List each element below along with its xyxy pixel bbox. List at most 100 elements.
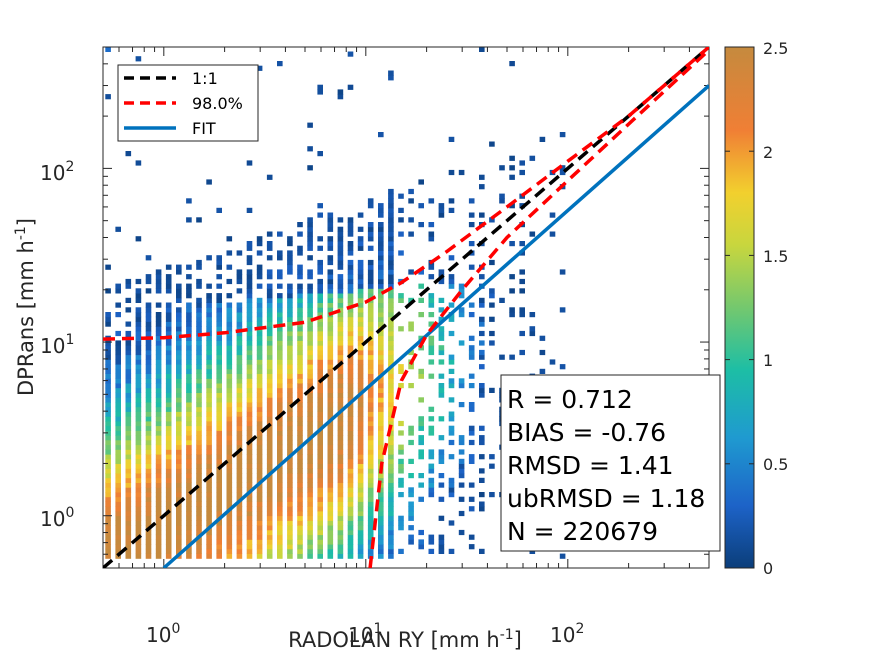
heatmap-cell [145,458,152,464]
heatmap-cell [378,312,384,318]
heatmap-cell [367,529,374,536]
heatmap-cell [347,321,354,327]
heatmap-cell [317,487,323,493]
heatmap-cell [256,321,263,327]
heatmap-cell [327,316,334,322]
heatmap-cell [307,482,313,488]
heatmap-cell [165,368,172,374]
heatmap-cell [479,212,485,218]
heatmap-cell [378,222,384,228]
heatmap-cell [206,416,212,422]
heatmap-cell [307,236,313,242]
heatmap-cell [256,420,263,427]
heatmap-cell [287,316,293,322]
heatmap-cell [398,444,404,450]
heatmap-cell [125,359,132,365]
heatmap-cell [256,439,263,446]
heatmap-cell [347,468,354,474]
heatmap-cell [196,264,202,270]
heatmap-cell [287,435,293,441]
heatmap-cell [327,335,334,341]
heatmap-cell [347,463,354,469]
heatmap-cell [297,406,303,412]
heatmap-cell [105,288,111,294]
heatmap-cell [408,510,414,517]
heatmap-cell [367,406,374,412]
heatmap-cell [428,264,435,270]
heatmap-cell [287,411,293,417]
heatmap-cell [317,368,323,374]
heatmap-cell [186,307,192,313]
heatmap-cell [337,274,344,280]
heatmap-cell [297,283,303,289]
heatmap-cell [125,515,132,521]
heatmap-cell [206,548,212,554]
heatmap-cell [135,397,142,403]
heatmap-cell [176,307,182,313]
heatmap-cell [357,278,364,285]
heatmap-cell [176,321,182,327]
heatmap-cell [246,255,253,261]
heatmap-cell [135,160,142,166]
heatmap-cell [559,169,566,176]
heatmap-cell [327,349,334,356]
heatmap-cell [468,302,475,308]
heatmap-cell [378,212,384,218]
heatmap-cell [145,406,152,412]
heatmap-cell [226,264,233,270]
y-axis-title: DPRans [mm h-1] [13,218,38,396]
heatmap-cell [489,141,495,147]
heatmap-cell [196,387,202,393]
heatmap-cell [307,506,313,512]
heatmap-cell [479,174,485,180]
heatmap-cell [307,496,313,502]
heatmap-cell [357,477,364,483]
heatmap-cell [337,259,344,266]
heatmap-cell [327,321,334,327]
heatmap-cell [277,454,283,460]
heatmap-cell [509,203,515,209]
heatmap-cell [317,515,323,521]
heatmap-cell [398,515,404,521]
heatmap-cell [216,373,222,379]
heatmap-cell [367,321,374,327]
heatmap-cell [509,288,515,294]
heatmap-cell [559,165,566,171]
heatmap-cell [165,439,172,446]
heatmap-cell [266,520,273,526]
heatmap-cell [327,506,334,512]
heatmap-cell [105,468,111,474]
heatmap-cell [367,354,374,360]
heatmap-cell [115,288,121,294]
heatmap-cell [165,506,172,512]
heatmap-cell [216,425,222,431]
heatmap-cell [327,454,334,460]
heatmap-cell [246,293,253,299]
heatmap-cell [115,544,121,550]
heatmap-cell [509,312,515,318]
heatmap-cell [256,544,263,550]
heatmap-cell [468,454,475,460]
heatmap-cell [297,316,303,322]
heatmap-cell [287,482,293,488]
colorbar-tick-label: 2 [763,143,773,162]
heatmap-cell [388,458,394,464]
heatmap-cell [337,94,344,100]
heatmap-cell [246,406,253,412]
heatmap-cell [155,525,162,531]
heatmap-cell [125,501,132,507]
heatmap-cell [277,307,283,313]
heatmap-cell [367,326,374,332]
heatmap-cell [125,468,132,474]
heatmap-cell [367,231,374,237]
heatmap-cell [236,330,243,337]
heatmap-cell [418,283,424,289]
heatmap-cell [226,454,233,460]
heatmap-cell [327,283,334,289]
heatmap-cell [277,520,283,526]
heatmap-cell [479,349,485,356]
heatmap-cell [115,345,121,351]
heatmap-cell [327,515,334,521]
heatmap-cell [165,340,172,346]
heatmap-cell [509,241,515,247]
